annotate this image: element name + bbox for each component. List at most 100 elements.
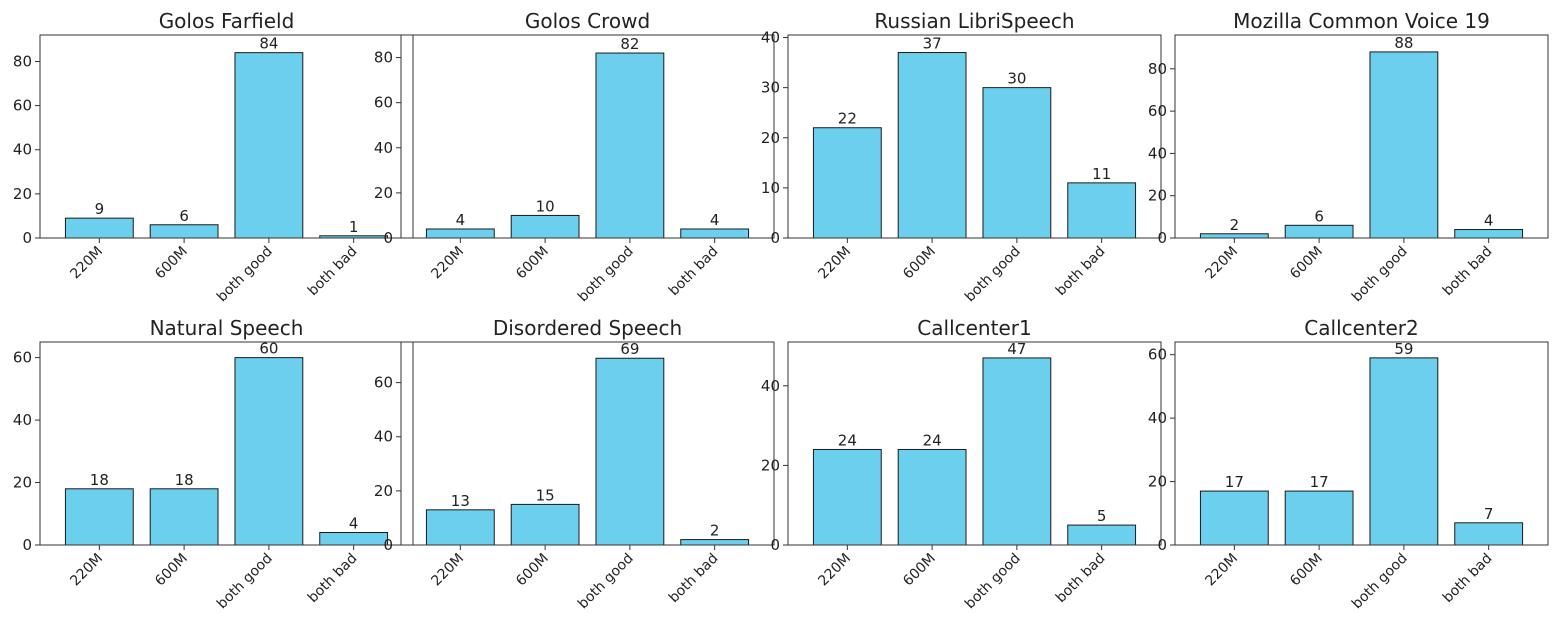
- x-tick-label: both bad: [305, 551, 361, 607]
- x-tick-label: both bad: [666, 244, 722, 300]
- bar-600M: [510, 503, 580, 546]
- bar-value-label: 15: [536, 486, 555, 504]
- subplot-title: Callcenter2: [1304, 316, 1418, 340]
- bar-value-label: 2: [710, 522, 720, 540]
- subplot-7: Callcenter1 0 20 40 24 220M 24 600M 47 both good 5…: [761, 316, 1162, 612]
- y-tick-label: 0: [1157, 229, 1167, 247]
- subplot-4: Mozilla Common Voice 19 0 20 40 60 80 2 220M 6 60…: [1148, 9, 1549, 306]
- y-tick-label: 40: [374, 139, 393, 157]
- bar-value-label: 6: [179, 207, 189, 225]
- bar-both-good: [234, 52, 304, 239]
- x-tick-label: both good: [962, 244, 1024, 306]
- bar-220M: [812, 448, 882, 546]
- axes-frame: [39, 34, 414, 239]
- y-tick-label: 20: [1148, 473, 1167, 491]
- bar-both-good: [595, 357, 665, 546]
- bar-value-label: 24: [838, 431, 857, 449]
- bar-value-label: 9: [95, 200, 105, 218]
- axes-frame: [39, 341, 414, 546]
- axes-frame: [1174, 34, 1549, 239]
- bar-both-bad: [1067, 524, 1137, 546]
- x-tick-label: both bad: [1440, 551, 1496, 607]
- y-tick-label: 60: [13, 349, 32, 367]
- bar-220M: [1199, 490, 1269, 546]
- x-tick-label: both good: [214, 551, 276, 613]
- x-tick-label: both bad: [305, 244, 361, 300]
- y-tick-label: 20: [374, 184, 393, 202]
- x-tick-label: 600M: [513, 551, 552, 590]
- subplot-8: Callcenter2 0 20 40 60 17 220M 17 600M 59 both goo…: [1148, 316, 1549, 613]
- x-tick-label: 220M: [428, 244, 467, 283]
- bar-value-label: 2: [1230, 216, 1240, 234]
- bar-value-label: 22: [838, 110, 857, 128]
- axes-frame: [1174, 341, 1549, 546]
- x-tick-label: both bad: [666, 551, 722, 607]
- x-tick-label: 220M: [1202, 551, 1241, 590]
- bar-value-label: 7: [1484, 505, 1494, 523]
- bar-600M: [1284, 224, 1354, 239]
- bar-value-label: 30: [1007, 70, 1026, 88]
- subplot-5: Natural Speech020406018220M18600M60both …: [13, 316, 414, 613]
- y-tick-label: 20: [761, 456, 780, 474]
- subplot-title: Callcenter1: [917, 316, 1031, 340]
- bar-value-label: 4: [349, 515, 359, 533]
- y-tick-label: 0: [22, 536, 32, 554]
- y-tick-label: 20: [13, 185, 32, 203]
- y-tick-label: 20: [374, 482, 393, 500]
- bar-value-label: 18: [175, 471, 194, 489]
- bar-value-label: 24: [923, 431, 942, 449]
- x-tick-label: 600M: [1287, 244, 1326, 283]
- x-tick-label: both good: [214, 244, 276, 306]
- bar-value-label: 10: [536, 197, 555, 215]
- y-tick-label: 30: [761, 79, 780, 97]
- x-tick-label: 220M: [1202, 244, 1241, 283]
- x-tick-label: 220M: [67, 551, 106, 590]
- bar-600M: [149, 224, 219, 239]
- bar-both-good: [1369, 51, 1439, 239]
- x-tick-label: both good: [1349, 244, 1411, 306]
- subplot-title: Natural Speech: [150, 316, 304, 340]
- axes-frame: [400, 34, 775, 239]
- y-tick-label: 0: [22, 229, 32, 247]
- bar-both-good: [595, 52, 665, 239]
- bar-value-label: 5: [1097, 507, 1107, 525]
- bar-600M: [149, 488, 219, 546]
- x-tick-label: 600M: [152, 244, 191, 283]
- y-tick-label: 60: [1148, 102, 1167, 120]
- bar-both-bad: [1454, 522, 1524, 546]
- bar-both-good: [982, 87, 1052, 239]
- x-tick-label: both good: [1349, 551, 1411, 613]
- y-tick-label: 20: [761, 129, 780, 147]
- axes-frame: [787, 341, 1162, 546]
- y-tick-label: 60: [374, 374, 393, 392]
- bar-value-label: 4: [1484, 212, 1494, 230]
- y-tick-label: 40: [13, 141, 32, 159]
- bar-value-label: 1: [349, 218, 359, 236]
- subplot-title: Disordered Speech: [493, 316, 682, 340]
- y-tick-label: 80: [13, 52, 32, 70]
- bar-value-label: 18: [90, 471, 109, 489]
- x-tick-label: 220M: [815, 244, 854, 283]
- x-tick-label: both good: [575, 244, 637, 306]
- x-tick-label: both bad: [1053, 244, 1109, 300]
- bar-value-label: 47: [1007, 340, 1026, 358]
- bar-both-bad: [1454, 229, 1524, 239]
- bar-both-bad: [680, 539, 750, 546]
- y-tick-label: 40: [374, 428, 393, 446]
- bar-value-label: 84: [259, 35, 278, 53]
- bar-both-good: [1369, 357, 1439, 546]
- x-tick-label: both good: [575, 551, 637, 613]
- y-tick-label: 40: [1148, 409, 1167, 427]
- subplot-1: Golos Farfield 0 20 40 60 80 9 220M 6 600M 84 both …: [13, 9, 414, 306]
- bar-both-bad: [680, 228, 750, 239]
- subplot-title: Russian LibriSpeech: [874, 9, 1074, 33]
- y-tick-label: 10: [761, 179, 780, 197]
- bar-value-label: 59: [1394, 340, 1413, 358]
- subplot-2: Golos Crowd 0 20 40 60 80 4 220M 10 600M 82 both go…: [374, 9, 775, 306]
- bar-both-bad: [319, 532, 389, 546]
- bar-220M: [425, 509, 495, 546]
- bar-value-label: 37: [923, 35, 942, 53]
- y-tick-label: 40: [761, 29, 780, 47]
- bar-both-bad: [1067, 182, 1137, 239]
